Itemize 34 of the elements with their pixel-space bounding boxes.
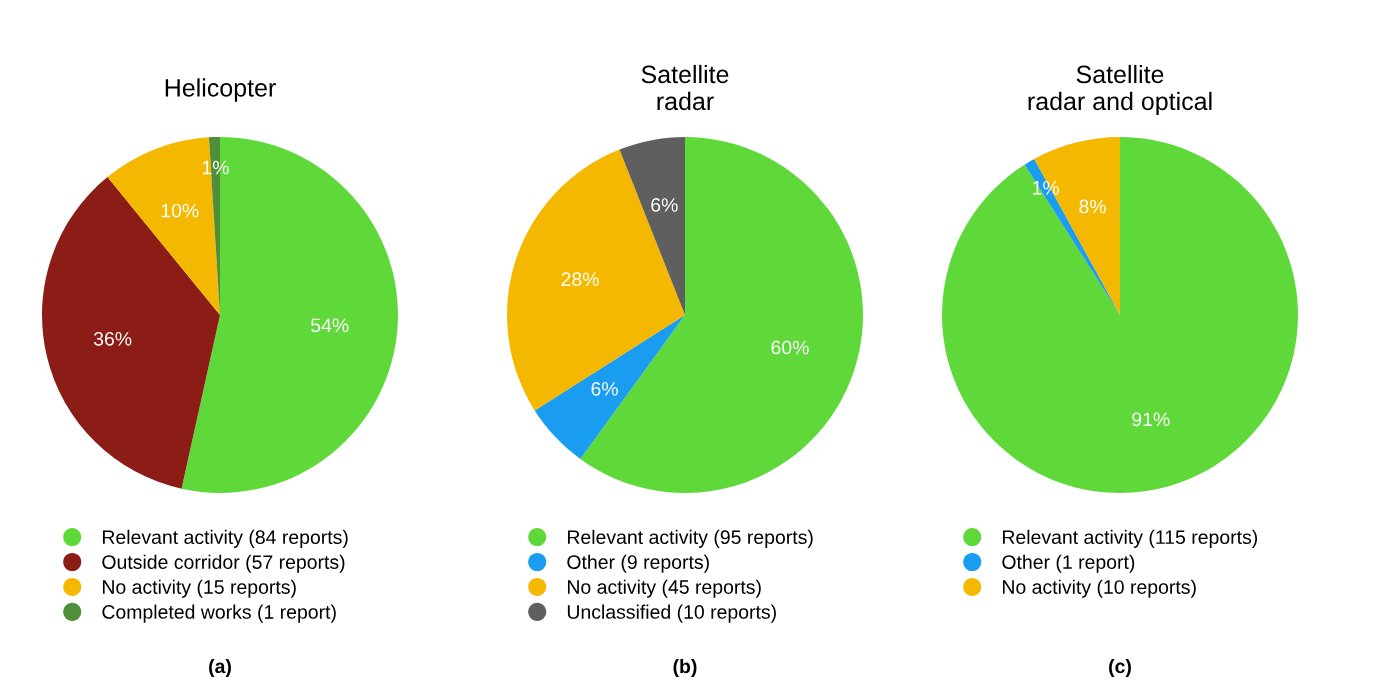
- data-label: 10%: [161, 203, 199, 218]
- legend-label: Completed works (1 report): [102, 604, 336, 623]
- pie-slice: [1034, 137, 1120, 315]
- data-label: 36%: [93, 331, 132, 346]
- text: (c): [1109, 658, 1131, 678]
- legend-label: No activity (45 reports): [567, 579, 761, 598]
- legend-label: No activity (15 reports): [102, 579, 296, 598]
- legend-label: Relevant activity (84 reports): [102, 529, 348, 548]
- data-label: 60%: [771, 340, 809, 355]
- legend-label: No activity (10 reports): [1002, 579, 1196, 598]
- legend-label: Outside corridor (57 reports): [102, 554, 345, 573]
- pie-slice: [1024, 159, 1120, 315]
- data-label: 8%: [1079, 199, 1106, 214]
- data-label: 6%: [591, 382, 618, 396]
- legend-label: Relevant activity (95 reports): [567, 529, 813, 548]
- pie-slice: [534, 315, 685, 460]
- legend-label: Unclassified (10 reports): [567, 604, 776, 623]
- legend-label: Other (9 reports): [567, 554, 709, 573]
- data-label: 1%: [1033, 180, 1060, 195]
- data-label: 28%: [561, 272, 599, 287]
- text: (b): [673, 658, 697, 678]
- pie-slice: [942, 137, 1298, 493]
- pie-slice: [619, 137, 685, 315]
- data-label: 54%: [311, 318, 349, 333]
- data-label: 91%: [1132, 412, 1170, 427]
- pie-slice: [42, 177, 220, 489]
- legend-label: Other (1 report): [1002, 554, 1135, 573]
- chart-title: Satellite radar: [641, 64, 729, 111]
- data-label: 6%: [651, 198, 678, 212]
- chart-title: Helicopter: [165, 78, 276, 102]
- text: (a): [209, 658, 231, 678]
- pie-slice: [507, 149, 685, 411]
- legend-label: Relevant activity (115 reports): [1002, 529, 1258, 548]
- chart-title: Satellite radar and optical: [1028, 64, 1212, 116]
